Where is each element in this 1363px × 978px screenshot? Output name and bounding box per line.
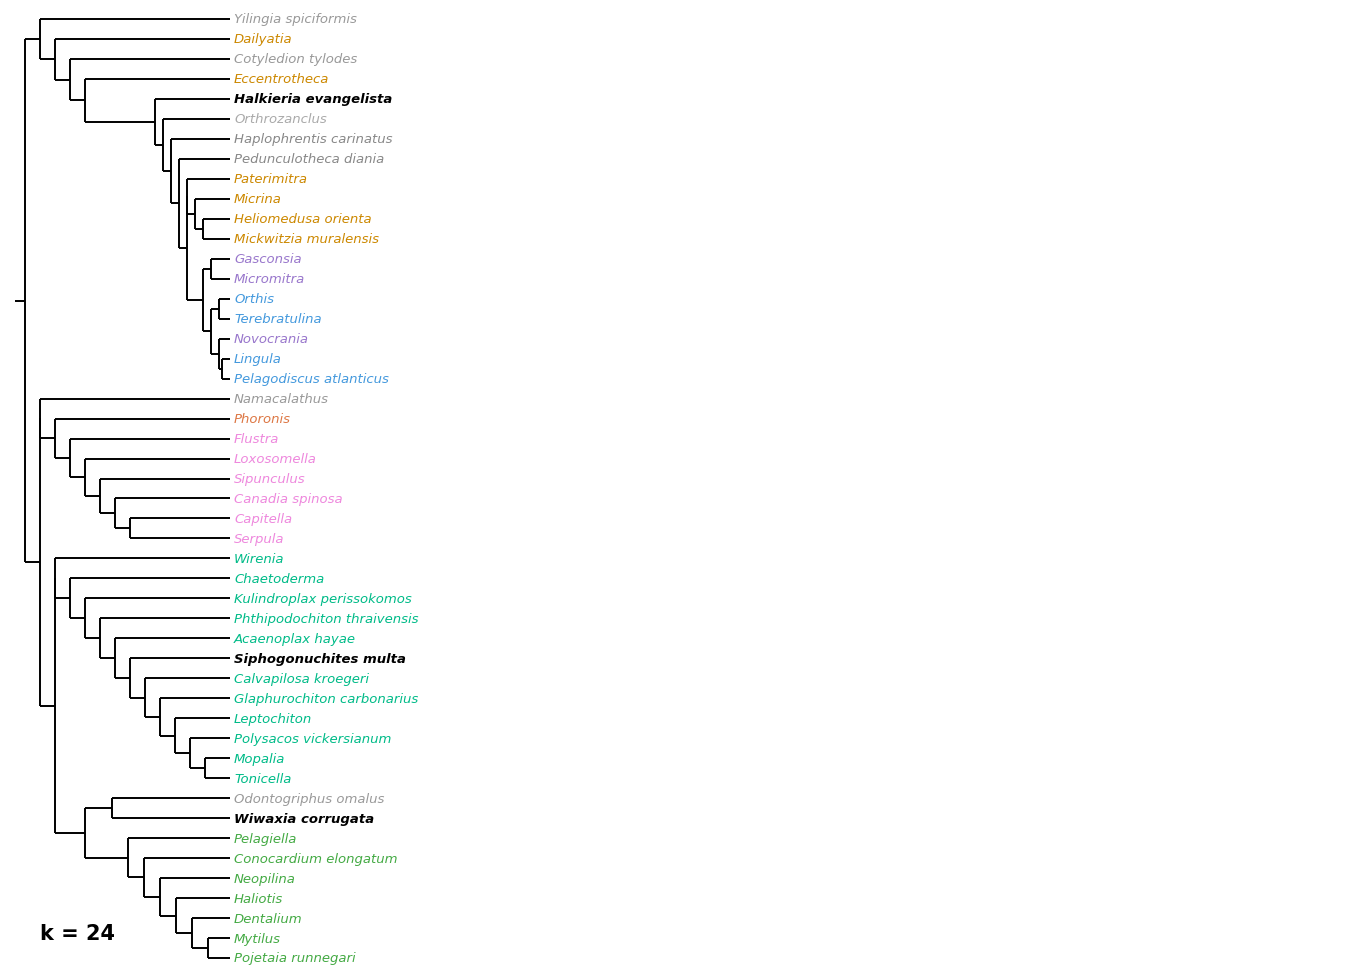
Text: Flustra: Flustra: [234, 432, 279, 446]
Text: Mytilus: Mytilus: [234, 932, 281, 945]
Text: Leptochiton: Leptochiton: [234, 712, 312, 725]
Text: Micromitra: Micromitra: [234, 273, 305, 286]
Text: Pedunculotheca diania: Pedunculotheca diania: [234, 154, 384, 166]
Text: Kulindroplax perissokomos: Kulindroplax perissokomos: [234, 593, 412, 605]
Text: Tonicella: Tonicella: [234, 772, 292, 785]
Text: Micrina: Micrina: [234, 193, 282, 206]
Text: Sipunculus: Sipunculus: [234, 472, 305, 485]
Text: Loxosomella: Loxosomella: [234, 453, 316, 466]
Text: Mickwitzia muralensis: Mickwitzia muralensis: [234, 233, 379, 246]
Text: Neopilina: Neopilina: [234, 871, 296, 885]
Text: Conocardium elongatum: Conocardium elongatum: [234, 852, 398, 865]
Text: Dentalium: Dentalium: [234, 911, 303, 924]
Text: Pelagodiscus atlanticus: Pelagodiscus atlanticus: [234, 373, 388, 385]
Text: Acaenoplax hayae: Acaenoplax hayae: [234, 632, 356, 645]
Text: Mopalia: Mopalia: [234, 752, 285, 765]
Text: Odontogriphus omalus: Odontogriphus omalus: [234, 792, 384, 805]
Text: Pelagiella: Pelagiella: [234, 831, 297, 845]
Text: Dailyatia: Dailyatia: [234, 33, 293, 46]
Text: Polysacos vickersianum: Polysacos vickersianum: [234, 732, 391, 745]
Text: Pojetaia runnegari: Pojetaia runnegari: [234, 952, 356, 964]
Text: Namacalathus: Namacalathus: [234, 393, 328, 406]
Text: Gasconsia: Gasconsia: [234, 253, 301, 266]
Text: Novocrania: Novocrania: [234, 333, 309, 346]
Text: Phoronis: Phoronis: [234, 413, 290, 425]
Text: Siphogonuchites multa: Siphogonuchites multa: [234, 652, 406, 665]
Text: Canadia spinosa: Canadia spinosa: [234, 493, 342, 506]
Text: Glaphurochiton carbonarius: Glaphurochiton carbonarius: [234, 692, 418, 705]
Text: Wiwaxia corrugata: Wiwaxia corrugata: [234, 812, 375, 824]
Text: Orthis: Orthis: [234, 292, 274, 306]
Text: Haliotis: Haliotis: [234, 892, 284, 905]
Text: Capitella: Capitella: [234, 512, 292, 525]
Text: Paterimitra: Paterimitra: [234, 173, 308, 186]
Text: Orthrozanclus: Orthrozanclus: [234, 113, 327, 126]
Text: Eccentrotheca: Eccentrotheca: [234, 73, 330, 86]
Text: Haplophrentis carinatus: Haplophrentis carinatus: [234, 133, 393, 147]
Text: Terebratulina: Terebratulina: [234, 313, 322, 326]
Text: k = 24: k = 24: [40, 923, 114, 943]
Text: Serpula: Serpula: [234, 532, 285, 546]
Text: Phthipodochiton thraivensis: Phthipodochiton thraivensis: [234, 612, 418, 625]
Text: Yilingia spiciformis: Yilingia spiciformis: [234, 14, 357, 26]
Text: Heliomedusa orienta: Heliomedusa orienta: [234, 213, 372, 226]
Text: Wirenia: Wirenia: [234, 553, 285, 565]
Text: Lingula: Lingula: [234, 353, 282, 366]
Text: Calvapilosa kroegeri: Calvapilosa kroegeri: [234, 672, 369, 686]
Text: Cotyledion tylodes: Cotyledion tylodes: [234, 54, 357, 67]
Text: Chaetoderma: Chaetoderma: [234, 572, 324, 585]
Text: Halkieria evangelista: Halkieria evangelista: [234, 93, 393, 107]
